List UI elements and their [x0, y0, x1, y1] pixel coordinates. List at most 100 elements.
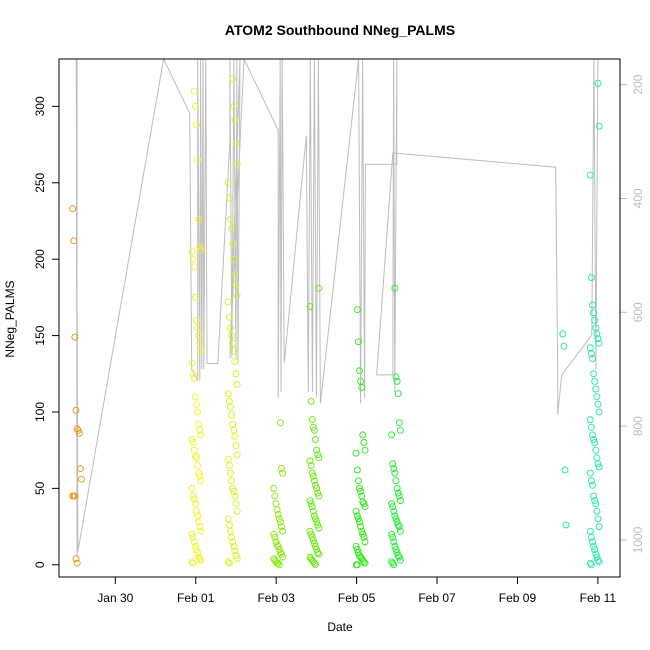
data-point	[310, 539, 318, 547]
data-point	[595, 339, 603, 347]
data-point	[312, 561, 319, 569]
data-point	[595, 122, 603, 130]
data-point	[229, 538, 237, 546]
data-point	[191, 293, 199, 301]
data-point	[392, 373, 400, 381]
data-point	[314, 521, 322, 529]
data-point	[231, 358, 239, 365]
x-tick-label: Feb 03	[257, 591, 295, 605]
data-point	[279, 553, 287, 561]
data-point	[276, 419, 284, 427]
data-point	[354, 477, 362, 485]
data-point	[313, 518, 321, 526]
data-point	[359, 530, 367, 538]
data-point	[310, 426, 318, 434]
x-tick-label: Feb 05	[338, 591, 376, 605]
x-tick-label: Feb 07	[418, 591, 456, 605]
data-point	[227, 215, 234, 223]
data-point	[559, 330, 567, 338]
data-point	[313, 446, 321, 454]
data-point	[352, 507, 360, 515]
data-point	[586, 559, 594, 567]
data-point	[196, 339, 204, 347]
data-point	[276, 518, 284, 526]
data-point	[279, 469, 287, 477]
data-point	[189, 370, 197, 378]
data-point	[193, 316, 200, 324]
data-point	[196, 243, 204, 251]
data-point	[594, 79, 602, 87]
y2-tick-label: 200	[631, 74, 645, 94]
data-point	[270, 484, 278, 492]
data-point	[190, 495, 198, 503]
data-point	[562, 521, 570, 529]
data-point	[227, 469, 234, 477]
data-point	[71, 333, 79, 341]
data-point	[232, 500, 240, 508]
data-point	[193, 454, 200, 462]
data-point	[231, 116, 239, 124]
data-point	[232, 281, 240, 289]
data-point	[193, 400, 200, 408]
data-point	[274, 542, 282, 550]
data-point	[590, 436, 598, 443]
data-point	[561, 466, 569, 474]
data-point	[360, 533, 368, 541]
data-point	[388, 500, 396, 508]
data-point	[356, 518, 363, 526]
data-point	[194, 408, 202, 416]
data-point	[589, 481, 596, 489]
data-point	[392, 515, 400, 523]
data-point	[197, 246, 205, 254]
data-point	[315, 524, 323, 532]
data-point	[270, 530, 278, 538]
data-point	[587, 274, 595, 281]
data-point	[591, 497, 599, 505]
data-point	[390, 465, 398, 472]
data-point	[189, 492, 197, 500]
data-point	[358, 527, 366, 535]
data-point	[231, 432, 239, 440]
y-tick-label: 300	[33, 96, 47, 116]
axes-layer: Jan 30 Feb 01 Feb 03 Feb 05 Feb 07 Feb 09 Feb …	[33, 74, 645, 605]
data-point	[309, 536, 317, 544]
data-point	[228, 332, 236, 340]
data-point	[229, 75, 237, 83]
data-point	[191, 500, 199, 508]
data-point	[233, 292, 241, 300]
data-point	[388, 431, 396, 439]
data-point	[307, 462, 315, 469]
data-point	[228, 225, 236, 233]
y-tick-label: 150	[33, 325, 47, 345]
data-point	[194, 156, 202, 164]
data-point	[590, 370, 598, 378]
data-point	[587, 533, 595, 541]
data-point	[193, 546, 200, 553]
data-point	[391, 469, 399, 477]
data-point	[188, 359, 196, 367]
data-point	[230, 347, 238, 355]
data-point	[275, 515, 283, 523]
data-point	[224, 179, 232, 187]
data-point	[592, 550, 600, 558]
data-point	[595, 408, 603, 416]
data-point	[587, 423, 595, 431]
data-point	[591, 439, 599, 446]
data-point	[389, 559, 397, 567]
data-point	[389, 503, 397, 511]
data-point	[188, 436, 196, 443]
data-point	[230, 255, 238, 263]
data-point	[196, 523, 204, 531]
data-point	[225, 462, 233, 469]
data-point	[72, 406, 80, 414]
data-point	[197, 347, 205, 355]
data-point	[71, 492, 79, 500]
data-point	[353, 561, 361, 569]
chart-title: ATOM2 Southbound NNeg_PALMS	[225, 22, 455, 38]
data-point	[310, 559, 318, 567]
data-point	[353, 306, 361, 314]
y-tick-label: 250	[33, 172, 47, 192]
data-point	[233, 555, 241, 563]
data-point	[306, 457, 314, 465]
data-point	[396, 556, 404, 564]
